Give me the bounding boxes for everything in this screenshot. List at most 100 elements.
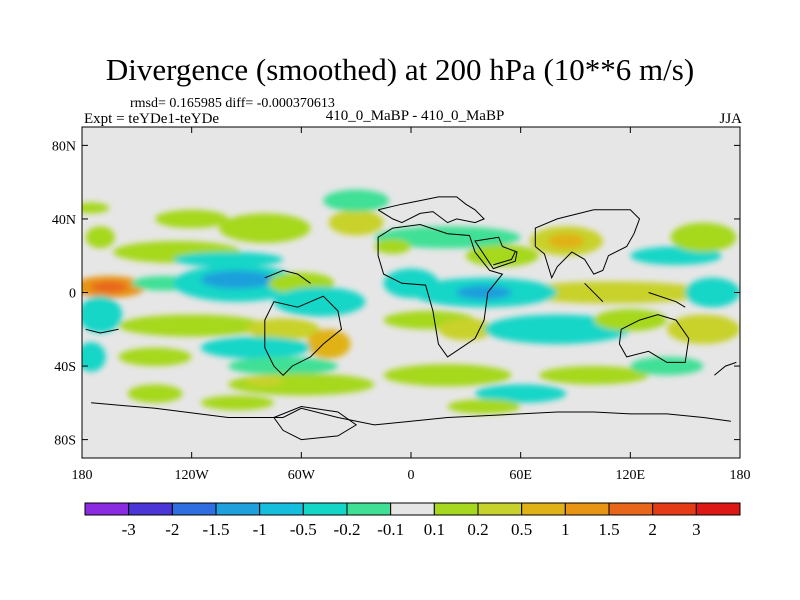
anomaly-region [374, 226, 521, 249]
anomaly-region [200, 336, 311, 359]
anomaly-region [127, 384, 183, 403]
colorbar-swatch [84, 502, 130, 516]
colorbar-swatch [215, 502, 261, 516]
anomaly-region [511, 281, 713, 304]
x-tick-label: 60W [288, 468, 316, 483]
anomaly-region [670, 222, 737, 253]
case-label: 410_0_MaBP - 410_0_MaBP [325, 108, 505, 124]
season-label: JJA [719, 111, 742, 127]
colorbar-label: 1 [561, 520, 570, 539]
colorbar-label: 0.2 [467, 520, 488, 539]
x-axis: 180 120W 60W 0 60E 120E 180 [72, 127, 751, 483]
anomaly-region [228, 356, 338, 376]
coastline [264, 269, 311, 284]
chart-title: Divergence (smoothed) at 200 hPa (10**6 … [105, 52, 695, 87]
anomaly-region [85, 226, 115, 249]
anomaly-region [484, 314, 631, 344]
colorbar-swatch [302, 502, 348, 516]
anomaly-region [82, 202, 110, 214]
colorbar-label: 0.5 [511, 520, 532, 539]
x-tick-label: 120W [175, 468, 210, 483]
anomaly-region [447, 399, 521, 414]
anomaly-region [323, 189, 390, 212]
anomaly-region [219, 213, 311, 243]
coastline [264, 295, 343, 377]
anomaly-region [593, 309, 667, 332]
colorbar-swatch [521, 502, 566, 516]
anomaly-region [474, 384, 567, 403]
y-tick-label: 40N [52, 213, 76, 228]
coastline [91, 402, 731, 426]
x-tick-label: 180 [730, 468, 751, 483]
colorbar-swatch [259, 502, 304, 516]
colorbar-swatch [390, 502, 435, 516]
colorbar-swatch [477, 502, 523, 516]
anomaly-region [228, 373, 375, 396]
colorbar-label: 0.1 [424, 520, 445, 539]
colorbar-label: -0.5 [290, 520, 317, 539]
coastline [618, 314, 690, 363]
coastline [714, 361, 737, 376]
coastline [584, 282, 604, 303]
y-tick-label: 80S [54, 434, 76, 449]
anomaly-region [374, 239, 411, 254]
anomaly-region [155, 209, 229, 229]
anomaly-region [456, 285, 512, 300]
coastline-layer [85, 196, 737, 441]
colorbar-swatch [652, 502, 697, 516]
anomaly-region [200, 395, 274, 411]
colorbar-label: 1.5 [598, 520, 619, 539]
colorbar-swatch [695, 502, 741, 516]
colorbar: -3 -2 -1.5 -1 -0.5 -0.2 -0.1 0.1 0.2 0.5 1 1.5 2 3 [84, 502, 741, 539]
colorbar-swatch [564, 502, 610, 516]
anomaly-region [383, 268, 439, 299]
experiment-label: Expt = teYDe1-teYDe [84, 111, 220, 127]
contour-fill-layer [82, 189, 740, 414]
coastline [377, 223, 504, 358]
anomaly-region [383, 364, 512, 387]
coastline [493, 251, 516, 266]
colorbar-label: -0.2 [334, 520, 361, 539]
y-axis: 80N 40N 0 40S 80S [52, 139, 740, 449]
anomaly-region [630, 356, 704, 376]
colorbar-label: -2 [165, 520, 179, 539]
y-tick-label: 80N [52, 139, 76, 154]
anomaly-region [118, 314, 265, 337]
anomaly-region [666, 314, 740, 344]
x-tick-label: 0 [408, 468, 415, 483]
colorbar-label: -3 [122, 520, 136, 539]
coastline [474, 236, 518, 270]
colorbar-swatch [608, 502, 654, 516]
anomaly-region [273, 286, 366, 317]
colorbar-label: -1.5 [203, 520, 230, 539]
colorbar-swatch [128, 502, 173, 516]
anomaly-region [200, 270, 274, 289]
anomaly-region [438, 318, 494, 341]
anomaly-region [246, 375, 284, 387]
y-tick-label: 0 [69, 287, 76, 302]
anomaly-region [465, 244, 539, 267]
colorbar-swatch [433, 502, 479, 516]
anomaly-region [173, 252, 284, 267]
colorbar-swatch [171, 502, 217, 516]
anomaly-region [685, 277, 740, 308]
x-tick-label: 180 [72, 468, 93, 483]
colorbar-label: -0.1 [377, 520, 404, 539]
rmsd-diff-label: rmsd= 0.165985 diff= -0.000370613 [130, 96, 335, 111]
anomaly-region [91, 281, 128, 293]
x-tick-label: 60E [509, 468, 532, 483]
coastline [648, 292, 686, 308]
coastline [534, 209, 641, 280]
anomaly-region [82, 342, 106, 372]
anomaly-region [306, 329, 351, 359]
coastline [273, 405, 358, 441]
colorbar-label: -1 [253, 520, 267, 539]
x-tick-label: 120E [616, 468, 646, 483]
anomaly-region [328, 209, 384, 236]
anomaly-region [118, 347, 192, 367]
coastline [85, 328, 119, 334]
coastline [377, 196, 485, 224]
y-tick-label: 40S [54, 360, 76, 375]
anomaly-region [548, 233, 585, 249]
